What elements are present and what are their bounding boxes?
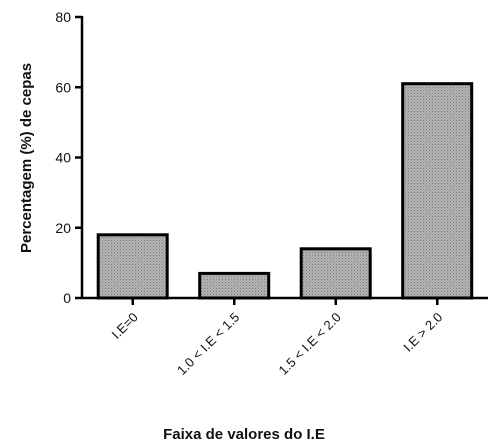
y-axis: 0 20 40 60 80 — [55, 9, 84, 306]
bar-3 — [401, 82, 474, 300]
y-tick-label-0: 0 — [63, 290, 71, 306]
x-tick-label-0: I.E=0 — [109, 310, 141, 342]
y-tick-label-1: 20 — [55, 220, 71, 236]
bar-1 — [198, 271, 271, 300]
bars-group — [96, 82, 474, 300]
bar-0 — [96, 233, 169, 300]
x-axis-title: Faixa de valores do I.E — [163, 426, 325, 443]
y-tick-label-2: 40 — [55, 150, 71, 166]
x-tick-label-2: 1.5 < I.E < 2.0 — [276, 310, 344, 378]
x-tick-label-1: 1.0 < I.E < 1.5 — [174, 310, 242, 378]
y-tick-label-3: 60 — [55, 79, 71, 95]
y-tick-label-4: 80 — [55, 9, 71, 25]
x-axis: I.E=0 1.0 < I.E < 1.5 1.5 < I.E < 2.0 I.E >… — [81, 296, 488, 378]
x-tick-label-3: I.E > 2.0 — [400, 310, 445, 355]
y-axis-title: Percentagem (%) de cepas — [18, 63, 35, 253]
bar-2 — [299, 247, 372, 300]
